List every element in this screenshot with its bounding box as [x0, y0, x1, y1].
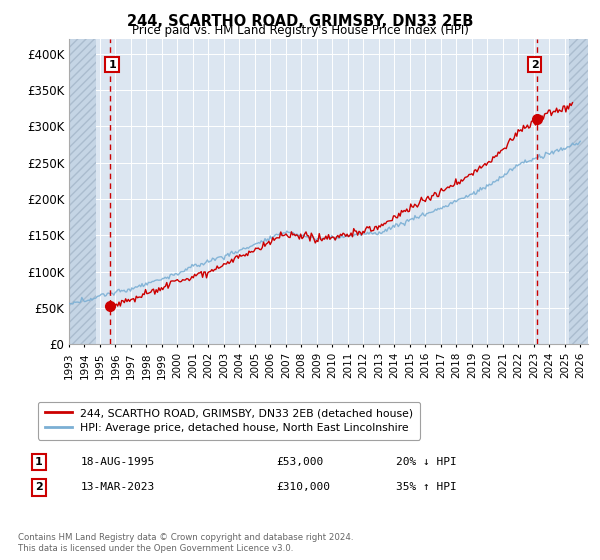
Text: 1: 1 [108, 59, 116, 69]
Text: 20% ↓ HPI: 20% ↓ HPI [396, 457, 457, 467]
Legend: 244, SCARTHO ROAD, GRIMSBY, DN33 2EB (detached house), HPI: Average price, detac: 244, SCARTHO ROAD, GRIMSBY, DN33 2EB (de… [38, 402, 420, 440]
Text: Contains HM Land Registry data © Crown copyright and database right 2024.
This d: Contains HM Land Registry data © Crown c… [18, 533, 353, 553]
Text: Price paid vs. HM Land Registry's House Price Index (HPI): Price paid vs. HM Land Registry's House … [131, 24, 469, 37]
Text: 244, SCARTHO ROAD, GRIMSBY, DN33 2EB: 244, SCARTHO ROAD, GRIMSBY, DN33 2EB [127, 14, 473, 29]
Text: 2: 2 [530, 59, 538, 69]
Text: £53,000: £53,000 [276, 457, 323, 467]
Text: 1: 1 [35, 457, 43, 467]
Text: 18-AUG-1995: 18-AUG-1995 [81, 457, 155, 467]
Text: 35% ↑ HPI: 35% ↑ HPI [396, 482, 457, 492]
Text: 2: 2 [35, 482, 43, 492]
Text: 13-MAR-2023: 13-MAR-2023 [81, 482, 155, 492]
Text: £310,000: £310,000 [276, 482, 330, 492]
